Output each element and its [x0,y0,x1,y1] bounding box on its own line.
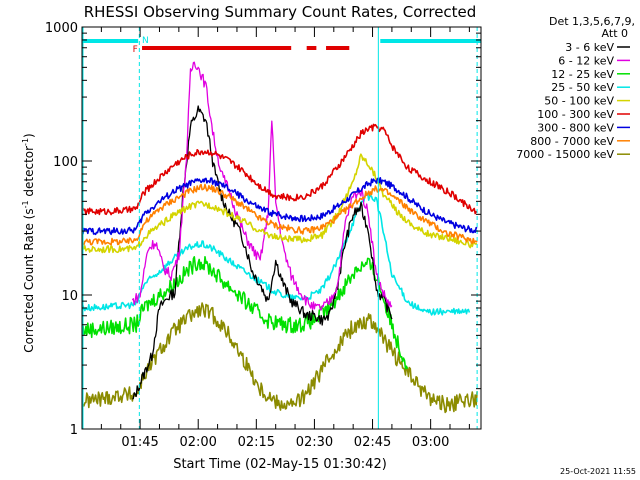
y-axis-label-sup1: -1 [21,200,30,208]
legend-label: 7000 - 15000 keV [516,148,614,161]
legend-label: 3 - 6 keV [565,41,614,54]
series-line-300-800-keV [82,177,478,236]
night-flag-label: N [142,36,149,46]
legend-label: 50 - 100 keV [544,95,614,108]
legend-label: 25 - 50 keV [551,81,614,94]
x-tick-label: 01:45 [121,435,158,450]
y-axis-label-mid: detector [22,146,36,201]
plot-area: FN [82,27,481,429]
chart-title: RHESSI Observing Summary Count Rates, Co… [84,3,477,21]
series-line-50-100-keV [82,153,478,254]
y-tick-label: 10 [61,289,78,304]
x-tick-label: 02:30 [296,435,333,450]
x-tick-label: 02:45 [354,435,391,450]
y-tick-label: 1000 [45,21,78,36]
y-axis-label: Corrected Count Rate (s-1 detector-1) [21,133,36,352]
series-line-800-7000-keV [82,183,478,246]
x-tick-label: 02:00 [179,435,216,450]
y-tick-label: 1 [70,423,78,438]
legend-label: 800 - 7000 keV [530,135,614,148]
x-tick-label: 03:00 [412,435,449,450]
axes: 1 10 100 1000 01:45 02:00 02:15 02:30 02:45 03:00 [45,21,482,450]
legend-header-line-1: Det 1,3,5,6,7,9, [549,15,635,28]
y-axis-label-sup2: -1 [21,138,30,146]
legend-header-line-2: Att 0 [602,27,628,40]
x-tick-label: 02:15 [238,435,275,450]
legend-label: 12 - 25 keV [551,68,614,81]
timestamp: 25-Oct-2021 11:55 [560,467,636,476]
series-line-25-50-keV [82,192,471,316]
legend-label: 6 - 12 keV [558,54,614,67]
legend-label: 300 - 800 keV [537,121,614,134]
series-line-6-12-keV [131,61,393,311]
series-line-100-300-keV [82,123,478,216]
y-axis-label-end: ) [22,133,36,138]
x-axis-label: Start Time (02-May-15 01:30:42) [173,457,387,472]
series-line-12-25-keV [82,256,409,370]
series-line-7000-15000-keV [82,302,478,414]
plot-frame [81,26,482,430]
y-axis-label-main: Corrected Count Rate (s [22,208,36,352]
y-tick-label: 100 [53,155,78,170]
flare-flag-label: F [133,45,138,55]
legend-label: 100 - 300 keV [537,108,614,121]
series-line-3-6-keV [132,105,393,400]
